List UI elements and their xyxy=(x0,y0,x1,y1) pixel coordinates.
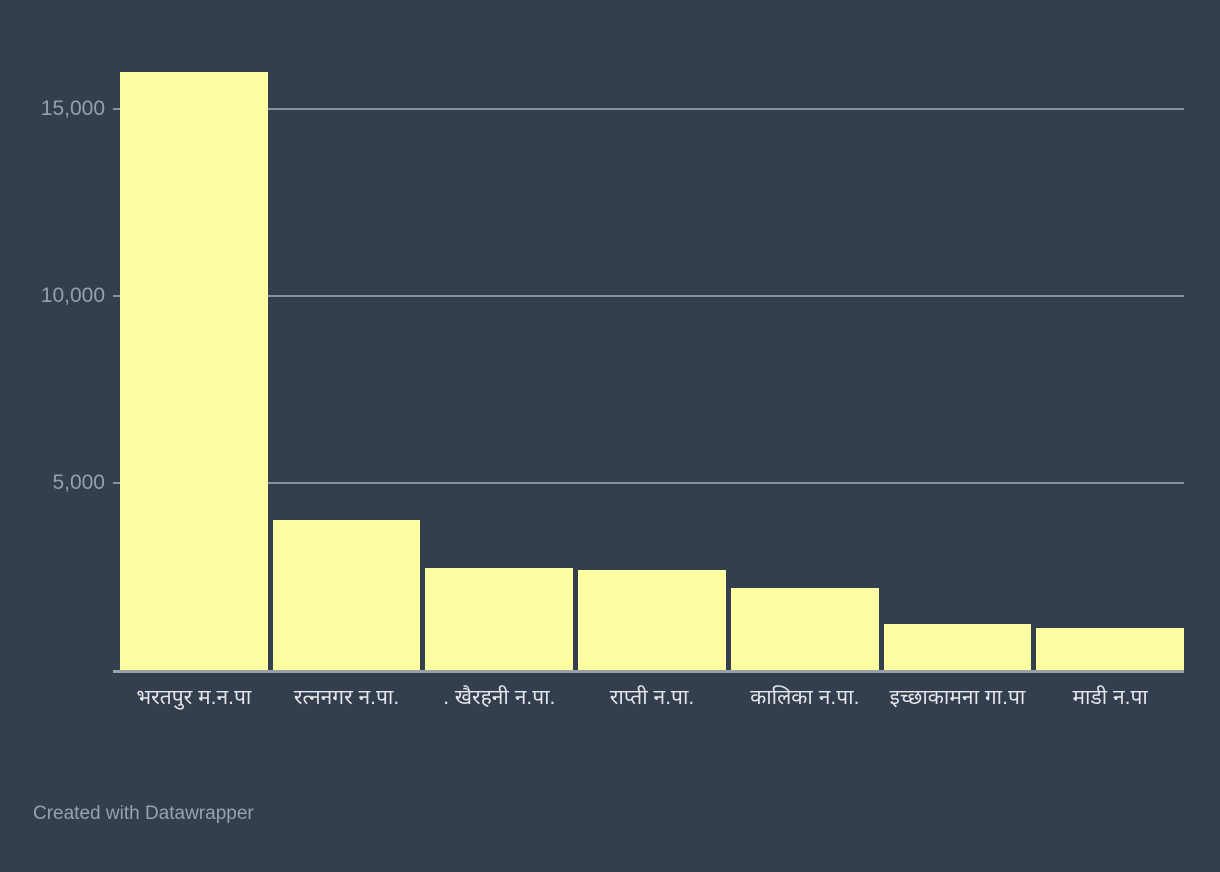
x-axis-tick-label: इच्छाकामना गा.पा xyxy=(889,686,1026,709)
bars-group xyxy=(120,0,1185,670)
y-axis: 15,000 10,000 5,000 xyxy=(0,0,105,670)
x-axis-tick-label: भरतपुर म.न.पा xyxy=(136,686,252,709)
x-axis-tick-label: रत्ननगर न.पा. xyxy=(293,686,400,709)
bar-5[interactable] xyxy=(730,588,879,670)
x-axis-baseline xyxy=(113,670,1184,673)
x-axis: भरतपुर म.न.पा रत्ननगर न.पा. . खैरहनी न.पा.… xyxy=(120,681,1184,714)
y-axis-tick-label: 5,000 xyxy=(52,471,105,494)
x-axis-tick-label: राप्ती न.पा. xyxy=(609,686,695,709)
bar-6[interactable] xyxy=(883,624,1032,670)
y-axis-tick-label: 15,000 xyxy=(40,97,105,120)
bar-1[interactable] xyxy=(120,72,268,670)
bar-4[interactable] xyxy=(578,570,726,670)
datawrapper-attribution-link[interactable]: Created with Datawrapper xyxy=(33,803,254,824)
bar-3[interactable] xyxy=(425,568,574,670)
x-axis-tick-label: . खैरहनी न.पा. xyxy=(443,686,556,709)
gridline xyxy=(113,295,1184,297)
x-axis-tick-label: माडी न.पा xyxy=(1072,686,1148,709)
gridline xyxy=(113,482,1184,484)
x-axis-tick-label: कालिका न.पा. xyxy=(750,686,860,709)
plot-area xyxy=(113,0,1185,670)
gridline xyxy=(113,108,1184,110)
bar-2[interactable] xyxy=(272,520,421,670)
y-axis-tick-label: 10,000 xyxy=(40,284,105,307)
bar-7[interactable] xyxy=(1036,628,1185,670)
